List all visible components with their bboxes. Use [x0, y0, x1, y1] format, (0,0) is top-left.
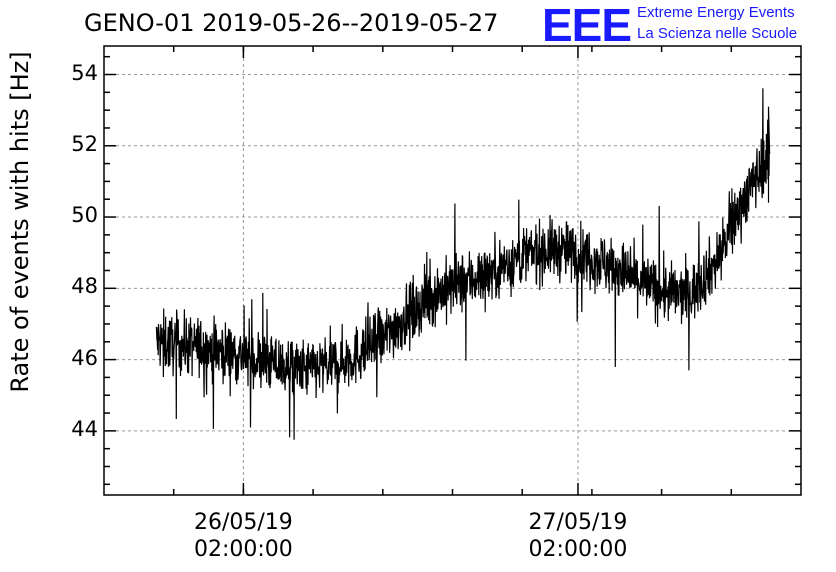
x-tick-date: 26/05/19 — [193, 510, 293, 535]
logo-line-1: Extreme Energy Events — [637, 4, 795, 21]
x-tick-label: 26/05/19 02:00:00 — [163, 509, 323, 563]
logo-line-2: La Scienza nelle Scuole — [637, 25, 798, 42]
x-tick-label: 27/05/19 02:00:00 — [498, 509, 658, 563]
y-tick-label: 52 — [71, 131, 98, 156]
y-axis-label: Rate of events with hits [Hz] — [6, 51, 34, 393]
y-tick-label: 46 — [71, 345, 98, 370]
chart-title: GENO-01 2019-05-26--2019-05-27 — [84, 9, 499, 37]
axis-ticks — [104, 46, 801, 495]
x-tick-time: 02:00:00 — [193, 537, 293, 562]
eee-logo: EEE — [542, 0, 632, 51]
rate-series-line — [155, 88, 771, 440]
y-tick-label: 50 — [71, 203, 98, 228]
y-tick-label: 48 — [71, 274, 98, 299]
x-tick-date: 27/05/19 — [528, 510, 628, 535]
y-tick-label: 54 — [71, 60, 98, 85]
y-tick-label: 44 — [71, 416, 98, 441]
x-tick-time: 02:00:00 — [528, 537, 628, 562]
